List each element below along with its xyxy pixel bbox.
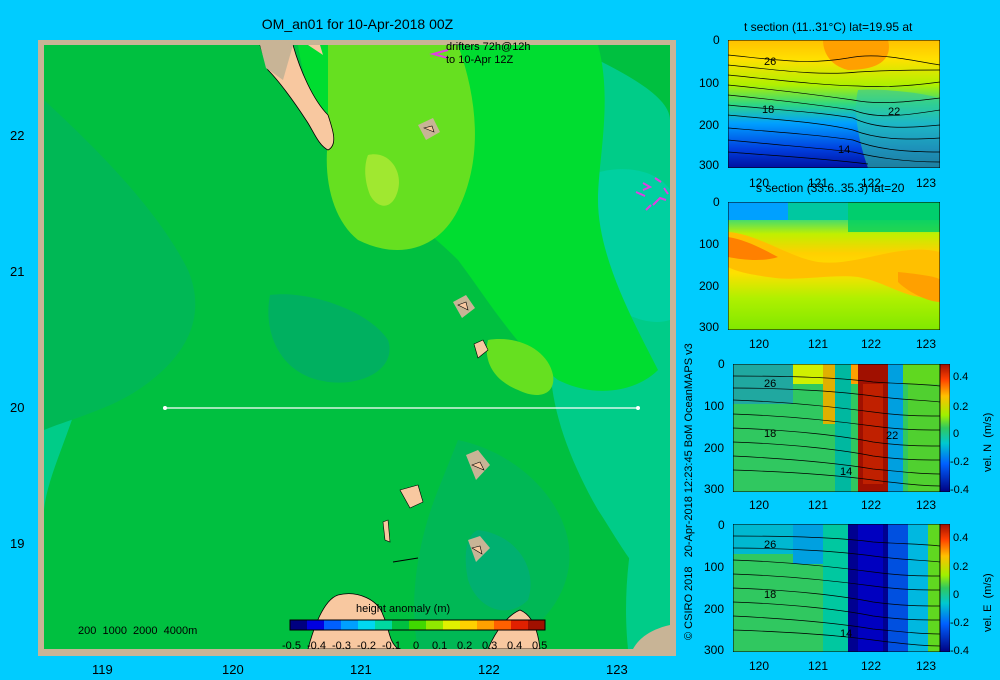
vel-e-section-panel[interactable] — [733, 524, 940, 652]
lon-tick: 120 — [749, 176, 770, 190]
vel-tick: 0.2 — [953, 561, 969, 573]
depth-tick: 300 — [704, 643, 725, 657]
cb-tick: -0.3 — [332, 640, 351, 652]
t-contour-label: 22 — [888, 106, 901, 118]
lon-tick: 122 — [861, 498, 882, 512]
cb-tick: -0.5 — [282, 640, 301, 652]
depth-tick: 300 — [699, 320, 720, 334]
lat-tick: 20 — [10, 400, 25, 415]
cb-tick: 0.4 — [507, 640, 523, 652]
lon-tick: 122 — [861, 176, 882, 190]
cb-tick: -0.2 — [357, 640, 376, 652]
vn-contour-label: 14 — [840, 466, 853, 478]
lon-tick: 121 — [808, 337, 829, 351]
lon-tick: 120 — [749, 498, 770, 512]
t-section-title: t section (11..31°C) lat=19.95 at — [744, 20, 913, 34]
vel-tick: 0.4 — [953, 371, 969, 383]
s-section-panel[interactable] — [728, 202, 940, 330]
lon-tick: 122 — [861, 337, 882, 351]
depth-tick: 100 — [704, 560, 725, 574]
lon-tick: 123 — [606, 662, 628, 677]
lat-tick: 21 — [10, 264, 25, 279]
drifters-label: drifters 72h@12h — [446, 41, 531, 53]
vel-n-section-panel[interactable] — [733, 364, 940, 492]
vel-e-colorbar — [940, 524, 950, 652]
height-anomaly-colorbar — [289, 619, 546, 631]
lon-tick: 119 — [92, 662, 113, 677]
depth-tick: 100 — [699, 76, 720, 90]
vel-tick: -0.4 — [950, 645, 969, 657]
cb-tick: 0.3 — [482, 640, 498, 652]
lat-tick: 22 — [10, 128, 25, 143]
depth-tick: 0 — [718, 518, 725, 532]
lon-tick: 123 — [916, 659, 937, 673]
cb-tick: -0.1 — [382, 640, 401, 652]
ve-contour-label: 26 — [764, 539, 777, 551]
vn-contour-label: 22 — [886, 430, 899, 442]
vel-tick: 0.4 — [953, 532, 969, 544]
height-anomaly-map[interactable] — [38, 40, 676, 656]
cb-tick: 0.5 — [532, 640, 548, 652]
vel-tick: 0 — [953, 428, 960, 440]
lon-tick: 122 — [478, 662, 500, 677]
depth-tick: 300 — [704, 482, 725, 496]
depth-tick: 0 — [718, 357, 725, 371]
colorbar-ticks: -0.5 -0.4 -0.3 -0.2 -0.1 0 0.1 0.2 0.3 0… — [282, 640, 562, 654]
lon-tick: 120 — [222, 662, 244, 677]
depth-tick: 200 — [699, 118, 720, 132]
vel-n-colorbar — [940, 364, 950, 492]
lon-tick: 121 — [808, 176, 829, 190]
t-contour-label: 18 — [762, 104, 775, 116]
vel-tick: 0.2 — [953, 401, 969, 413]
cb-tick: 0.2 — [457, 640, 473, 652]
cb-tick: -0.4 — [307, 640, 326, 652]
drifter-tracks — [429, 49, 669, 211]
lon-tick: 120 — [749, 337, 770, 351]
t-section-panel[interactable] — [728, 40, 940, 168]
depth-legend: 200 1000 2000 4000m — [78, 625, 198, 637]
cb-tick: 0.1 — [432, 640, 448, 652]
lon-tick: 123 — [916, 498, 937, 512]
depth-tick: 0 — [713, 33, 720, 47]
lon-tick: 122 — [861, 659, 882, 673]
ve-contour-label: 14 — [840, 628, 853, 640]
cb-tick: 0 — [413, 640, 420, 652]
depth-tick: 100 — [699, 237, 720, 251]
vel-e-label: vel. E (m/s) — [982, 573, 994, 632]
vn-contour-label: 26 — [764, 378, 777, 390]
lon-tick: 123 — [916, 176, 937, 190]
vel-tick: -0.4 — [950, 484, 969, 496]
depth-tick: 300 — [699, 158, 720, 172]
colorbar-title: height anomaly (m) — [356, 603, 451, 615]
credit-text: © CSIRO 2018 20-Apr-2018 12:23:45 BoM Oc… — [683, 343, 695, 640]
map-title: OM_an01 for 10-Apr-2018 00Z — [261, 16, 454, 32]
lon-tick: 121 — [808, 659, 829, 673]
s-section-title: s section (33.6..35.3) lat=20 — [756, 181, 905, 195]
t-contour-label: 26 — [764, 56, 777, 68]
lon-tick: 120 — [749, 659, 770, 673]
drifters-time-label: to 10-Apr 12Z — [446, 54, 514, 66]
t-contour-label: 14 — [838, 144, 851, 156]
lat-tick: 19 — [10, 536, 25, 551]
depth-tick: 100 — [704, 399, 725, 413]
depth-tick: 200 — [704, 441, 725, 455]
depth-tick: 200 — [699, 279, 720, 293]
depth-tick: 0 — [713, 195, 720, 209]
depth-tick: 200 — [704, 602, 725, 616]
vel-tick: 0 — [953, 589, 960, 601]
lon-tick: 121 — [350, 662, 372, 677]
vel-n-label: vel. N (m/s) — [982, 412, 994, 472]
vel-tick: -0.2 — [950, 456, 969, 468]
vel-tick: -0.2 — [950, 617, 969, 629]
ve-contour-label: 18 — [764, 589, 777, 601]
lon-tick: 123 — [916, 337, 937, 351]
vn-contour-label: 18 — [764, 428, 777, 440]
lon-tick: 121 — [808, 498, 829, 512]
